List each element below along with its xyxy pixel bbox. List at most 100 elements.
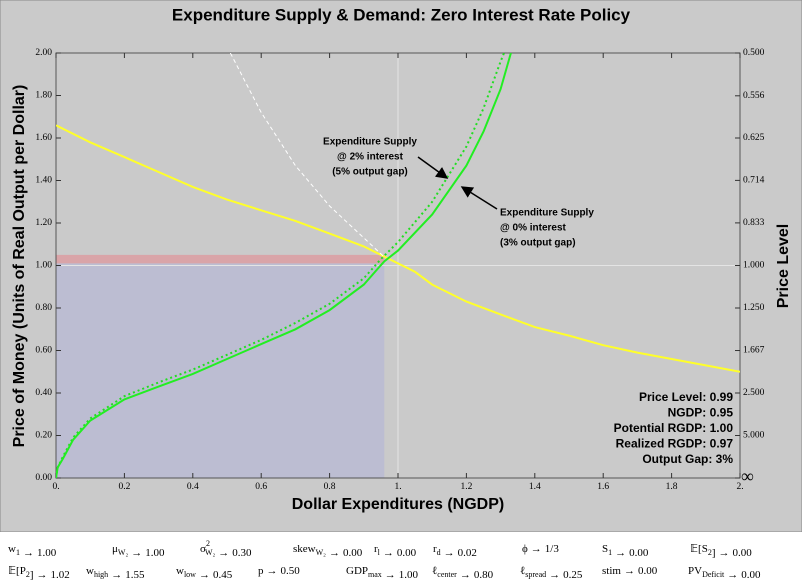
param-value: 1.00 bbox=[37, 547, 57, 559]
control-param: whigh → 1.55 bbox=[86, 565, 145, 581]
control-param: ϕ → 1/3 bbox=[522, 543, 559, 555]
param-arrow: → bbox=[267, 565, 278, 577]
x-tick-label: 1.4 bbox=[529, 482, 541, 492]
control-param: stim → 0.00 bbox=[602, 565, 658, 577]
series-line bbox=[56, 124, 740, 373]
y2-tick-label: 0.833 bbox=[743, 218, 765, 228]
param-sub: spread bbox=[525, 570, 546, 579]
x-tick-label: 1. bbox=[394, 482, 401, 492]
x-tick-label: 0.2 bbox=[118, 482, 130, 492]
control-param: σ2 W₂ → 0.30 bbox=[200, 539, 252, 559]
param-sub: W₂ bbox=[118, 548, 129, 557]
param-value: 0.00 bbox=[741, 569, 761, 581]
param-name: w bbox=[8, 543, 16, 555]
x-tick-label: 1.2 bbox=[460, 482, 472, 492]
param-arrow: → bbox=[36, 569, 47, 581]
annotation-arrow bbox=[460, 186, 498, 210]
y-tick-label: 0.40 bbox=[35, 388, 52, 398]
param-arrow: → bbox=[615, 547, 626, 559]
y2-tick-label: 0.714 bbox=[743, 176, 765, 186]
param-name: r bbox=[433, 543, 437, 555]
param-name: stim bbox=[602, 565, 621, 577]
control-param: 𝔼[P2] → 1.02 bbox=[8, 565, 70, 581]
param-arrow: → bbox=[199, 569, 210, 581]
annotation-arrow bbox=[417, 156, 449, 179]
param-value: 0.00 bbox=[732, 547, 752, 559]
y-tick-label: 1.00 bbox=[35, 261, 52, 271]
param-name: PV bbox=[688, 565, 702, 577]
param-arrow: → bbox=[531, 543, 542, 555]
info-line: Price Level: 0.99 bbox=[639, 390, 733, 404]
param-name: skew bbox=[293, 543, 316, 555]
y2-tick-label: 1.667 bbox=[743, 346, 765, 356]
control-param: ℓspread → 0.25 bbox=[520, 565, 583, 581]
param-value: 0.25 bbox=[563, 569, 583, 581]
x-tick-label: 1.6 bbox=[597, 482, 609, 492]
param-value: 1/3 bbox=[545, 543, 560, 555]
x-tick-label: 0. bbox=[52, 482, 59, 492]
param-name: w bbox=[176, 565, 184, 577]
y-tick-label: 0.20 bbox=[35, 431, 52, 441]
control-param: GDPmax → 1.00 bbox=[346, 565, 419, 581]
info-line: Output Gap: 3% bbox=[642, 452, 733, 466]
y-axis-label: Price of Money (Units of Real Output per… bbox=[11, 85, 28, 448]
y-tick-label: 1.80 bbox=[35, 91, 52, 101]
param-name: ϕ bbox=[522, 543, 528, 555]
x-tick-label: 0.6 bbox=[255, 482, 267, 492]
param-arrow: → bbox=[718, 547, 729, 559]
annotation: (5% output gap) bbox=[332, 167, 408, 178]
param-sub: W₂ bbox=[205, 548, 216, 557]
param-name: σ bbox=[200, 543, 206, 555]
info-line: Realized RGDP: 0.97 bbox=[616, 437, 734, 451]
control-param: skewW₂ → 0.00 bbox=[293, 543, 363, 559]
param-arrow: → bbox=[624, 565, 635, 577]
annotation: @ 0% interest bbox=[500, 223, 567, 234]
control-param: w1 → 1.00 bbox=[8, 543, 57, 559]
y2-axis-label: Price Level bbox=[775, 224, 792, 309]
param-sub: center bbox=[437, 570, 457, 579]
param-value: 0.45 bbox=[213, 569, 233, 581]
param-name: ℓ bbox=[432, 565, 437, 577]
param-sub: low bbox=[184, 570, 196, 579]
param-value: 0.30 bbox=[232, 547, 252, 559]
series-line bbox=[56, 53, 505, 478]
param-value: 0.50 bbox=[281, 565, 301, 577]
info-line: Potential RGDP: 1.00 bbox=[614, 421, 734, 435]
x-tick-label: 0.8 bbox=[324, 482, 336, 492]
param-name: 𝔼[S bbox=[690, 543, 708, 555]
param-value: 1.00 bbox=[145, 547, 165, 559]
controls-panel bbox=[0, 532, 802, 588]
y2-tick-label: 1.000 bbox=[743, 261, 765, 271]
param-value: 1.02 bbox=[50, 569, 69, 581]
y-tick-label: 2.00 bbox=[35, 48, 52, 58]
param-value: 0.80 bbox=[474, 569, 494, 581]
annotation: (3% output gap) bbox=[500, 238, 576, 249]
x-axis-label: Dollar Expenditures (NGDP) bbox=[292, 496, 504, 513]
param-sub: 2 bbox=[26, 570, 30, 579]
shaded-region bbox=[56, 254, 385, 264]
control-param: p → 0.50 bbox=[258, 565, 300, 577]
param-arrow: → bbox=[131, 547, 142, 559]
param-name: ℓ bbox=[520, 565, 525, 577]
y2-tick-label: 0.556 bbox=[743, 91, 765, 101]
control-param: S1 → 0.00 bbox=[602, 543, 649, 559]
y2-tick-label: 0.625 bbox=[743, 133, 765, 143]
param-arrow: → bbox=[727, 569, 738, 581]
param-sub: d bbox=[437, 548, 441, 557]
param-sub: l bbox=[378, 548, 381, 557]
param-sub: 2 bbox=[708, 548, 712, 557]
param-sub: 1 bbox=[608, 548, 612, 557]
control-param: rd → 0.02 bbox=[433, 543, 477, 559]
param-value: 1.00 bbox=[399, 569, 419, 581]
control-param: PVDeficit → 0.00 bbox=[688, 565, 761, 581]
y-tick-label: 0.00 bbox=[35, 473, 52, 483]
x-tick-label: 0.4 bbox=[187, 482, 199, 492]
param-value: 0.00 bbox=[638, 565, 658, 577]
param-sub: max bbox=[368, 570, 382, 579]
annotation: Expenditure Supply bbox=[323, 137, 417, 148]
param-name: GDP bbox=[346, 565, 368, 577]
param-arrow: → bbox=[385, 569, 396, 581]
param-arrow: → bbox=[383, 547, 394, 559]
param-arrow: → bbox=[23, 547, 34, 559]
